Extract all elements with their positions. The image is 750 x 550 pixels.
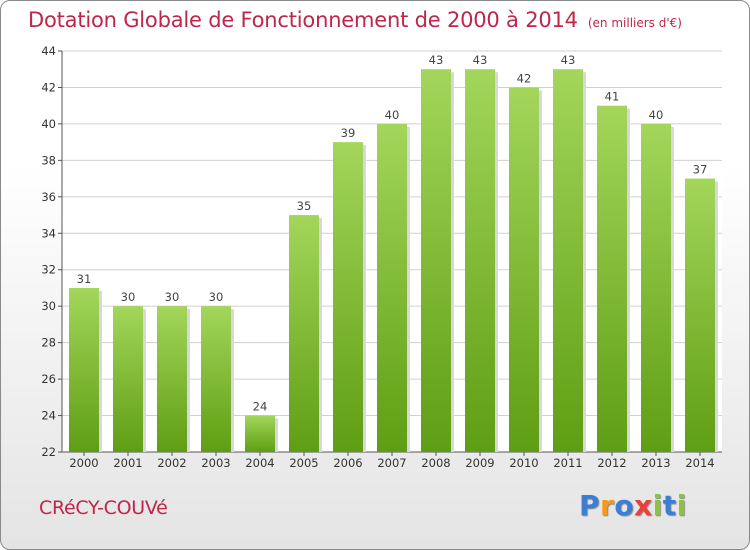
bar: [421, 69, 451, 453]
x-tick-label: 2014: [685, 456, 714, 470]
data-label: 43: [473, 53, 488, 67]
x-tick-label: 2012: [597, 456, 626, 470]
x-tick-label: 2007: [377, 456, 406, 470]
bar: [201, 306, 231, 452]
x-tick-label: 2004: [245, 456, 274, 470]
x-tick-label: 2013: [641, 456, 670, 470]
bar: [157, 306, 187, 452]
data-label: 35: [297, 199, 312, 213]
data-label: 43: [561, 53, 576, 67]
data-label: 40: [649, 108, 664, 122]
x-tick-label: 2005: [289, 456, 318, 470]
x-tick-label: 2003: [201, 456, 230, 470]
x-tick-label: 2009: [465, 456, 494, 470]
bar: [333, 142, 363, 453]
data-label: 30: [209, 290, 224, 304]
data-label: 30: [121, 290, 136, 304]
bar: [113, 306, 143, 452]
x-tick-label: 2000: [69, 456, 98, 470]
data-label: 30: [165, 290, 180, 304]
bar: [641, 123, 671, 452]
logo-letter: r: [600, 489, 615, 522]
y-tick-label: 36: [41, 190, 56, 204]
y-tick-label: 24: [41, 409, 56, 423]
y-tick-label: 42: [41, 80, 56, 94]
y-tick-label: 38: [41, 153, 56, 167]
data-label: 24: [253, 400, 268, 414]
bar: [69, 287, 99, 452]
data-label: 40: [385, 108, 400, 122]
y-tick-label: 32: [41, 263, 56, 277]
x-tick-label: 2010: [509, 456, 538, 470]
bar: [685, 178, 715, 452]
y-tick-label: 44: [41, 44, 56, 58]
chart-subtitle: (en milliers d'€): [587, 16, 682, 30]
bar: [465, 69, 495, 453]
logo-letter: x: [634, 489, 653, 522]
logo-letter: o: [614, 489, 635, 522]
data-label: 39: [341, 126, 356, 140]
data-label: 41: [605, 90, 620, 104]
x-tick-label: 2006: [333, 456, 362, 470]
y-tick-label: 28: [41, 336, 56, 350]
logo-letter: t: [662, 489, 677, 522]
bar: [289, 215, 319, 452]
bar: [245, 415, 275, 452]
data-label: 42: [517, 71, 532, 85]
y-tick-label: 30: [41, 299, 56, 313]
data-label: 43: [429, 53, 444, 67]
x-tick-label: 2008: [421, 456, 450, 470]
proxiti-logo: Proxiti: [579, 489, 687, 522]
logo-letter: P: [579, 489, 601, 522]
x-tick-label: 2002: [157, 456, 186, 470]
y-tick-label: 40: [41, 117, 56, 131]
bar: [597, 105, 627, 452]
data-label: 37: [693, 163, 708, 177]
chart-title: Dotation Globale de Fonctionnement de 20…: [28, 8, 682, 32]
y-tick-label: 26: [41, 372, 56, 386]
x-tick-label: 2001: [113, 456, 142, 470]
y-tick-label: 34: [41, 226, 56, 240]
data-label: 31: [77, 272, 92, 286]
logo-letter: i: [676, 489, 687, 522]
bar: [509, 87, 539, 453]
logo-letter: i: [652, 489, 663, 522]
commune-name: CRéCY-COUVé: [39, 497, 168, 519]
y-tick-label: 22: [41, 445, 56, 459]
x-tick-label: 2011: [553, 456, 582, 470]
bar: [553, 69, 583, 453]
bar: [377, 123, 407, 452]
